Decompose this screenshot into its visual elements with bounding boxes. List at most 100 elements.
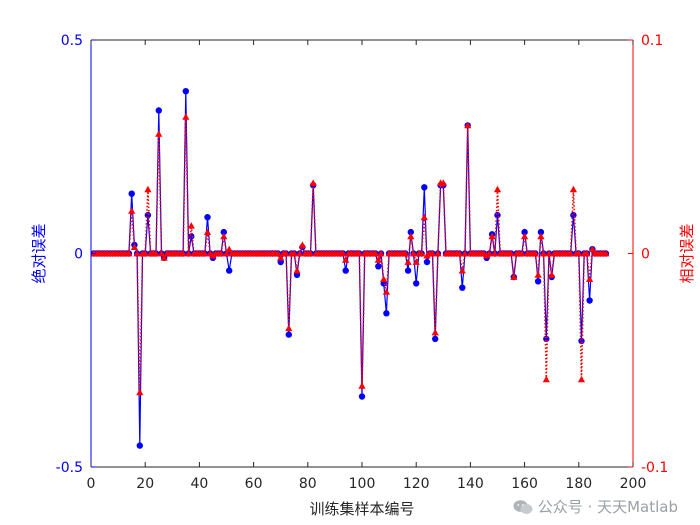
absolute-error-point-117 — [404, 267, 412, 274]
relative-error-point-99 — [355, 249, 363, 257]
absolute-error-point-118 — [407, 228, 414, 236]
relative-error-point-106 — [374, 256, 382, 263]
absolute-error-point-166 — [537, 228, 545, 236]
y-right-tick-label-0.1: 0.1 — [641, 33, 663, 49]
absolute-error-point-124 — [423, 258, 431, 266]
relative-error-point-184 — [586, 275, 594, 282]
relative-error-point-27 — [160, 254, 168, 261]
relative-error-point-137 — [458, 267, 466, 274]
relative-error-point-170 — [548, 271, 556, 278]
absolute-error-point-18 — [136, 442, 143, 449]
relative-error-point-139 — [464, 121, 472, 129]
relative-error-point-168 — [542, 375, 550, 383]
relative-error-point-78 — [298, 241, 306, 248]
absolute-error-point-25 — [155, 107, 162, 114]
relative-error-point-20 — [141, 249, 149, 257]
relative-error-point-25 — [155, 130, 163, 137]
absolute-error-point-165 — [534, 278, 542, 285]
relative-error-point-42 — [201, 249, 209, 257]
absolute-error-point-123 — [421, 184, 428, 191]
x-tick-label-200: 200 — [620, 476, 647, 492]
relative-error-point-21 — [144, 185, 152, 193]
absolute-error-point-35 — [182, 88, 189, 95]
y-right-tick-label--0.1: -0.1 — [641, 460, 668, 476]
absolute-error-point-37 — [188, 233, 195, 240]
relative-error-point-167 — [540, 249, 548, 257]
watermark-text: 公众号 · 天天Matlab — [537, 498, 678, 516]
relative-error-point-24 — [152, 249, 160, 257]
y-axis-right-label: 相对误差 — [678, 223, 696, 283]
relative-error-point-109 — [382, 288, 390, 295]
y-left-tick-label-0: 0 — [74, 247, 83, 263]
absolute-error-point-100 — [358, 393, 366, 400]
x-tick-label-40: 40 — [190, 476, 208, 492]
relative-error-point-105 — [371, 249, 380, 257]
relative-error-point-50 — [222, 249, 231, 257]
relative-error-point-148 — [488, 232, 496, 240]
relative-error-point-126 — [428, 249, 437, 257]
y-left-tick-label-0.5: 0.5 — [61, 33, 83, 49]
relative-error-point-147 — [485, 249, 493, 257]
relative-error-point-138 — [461, 249, 469, 257]
relative-error-point-34 — [179, 249, 187, 257]
relative-error-point-16 — [130, 243, 138, 250]
relative-error-point-136 — [456, 249, 464, 257]
absolute-error-point-120 — [413, 280, 420, 287]
absolute-error-point-49 — [220, 228, 227, 236]
relative-error-point-116 — [401, 249, 409, 257]
relative-error-point-82 — [309, 179, 317, 186]
y-left-tick-label--0.5: -0.5 — [56, 460, 83, 476]
relative-error-point-178 — [569, 185, 577, 193]
absolute-error-point-43 — [204, 214, 211, 221]
relative-error-point-123 — [420, 213, 428, 221]
x-tick-label-140: 140 — [457, 476, 484, 492]
relative-error-point-72 — [282, 249, 290, 257]
x-tick-label-100: 100 — [349, 476, 376, 492]
relative-error-point-15 — [128, 207, 136, 214]
relative-error-point-156 — [510, 273, 518, 280]
relative-error-point-150 — [493, 185, 502, 193]
y-right-tick-label-0: 0 — [641, 247, 650, 263]
relative-error-point-36 — [185, 249, 193, 257]
absolute-error-point-106 — [375, 263, 382, 270]
relative-error-point-18 — [136, 388, 144, 396]
absolute-error-point-160 — [521, 228, 528, 236]
absolute-error-point-184 — [586, 297, 593, 304]
x-tick-label-0: 0 — [87, 476, 96, 492]
relative-error-point-100 — [358, 382, 366, 389]
relative-error-point-166 — [537, 232, 545, 240]
y-axis-left-label: 绝对误差 — [30, 223, 48, 283]
absolute-error-point-178 — [570, 211, 577, 219]
relative-error-point-17 — [133, 249, 141, 257]
wechat-icon — [513, 499, 533, 514]
relative-error-point-164 — [531, 249, 539, 257]
x-tick-label-120: 120 — [403, 476, 430, 492]
relative-error-point-37 — [187, 222, 195, 229]
relative-error-point-160 — [521, 232, 529, 240]
relative-error-point-183 — [583, 249, 591, 257]
relative-error-point-35 — [182, 113, 190, 120]
absolute-error-point-127 — [432, 335, 439, 343]
relative-error-point-180 — [575, 249, 583, 257]
relative-error-point-127 — [431, 328, 439, 336]
relative-error-point-130 — [439, 179, 447, 186]
x-tick-label-20: 20 — [136, 476, 154, 492]
absolute-error-point-73 — [285, 331, 292, 338]
relative-error-point-14 — [125, 249, 133, 257]
absolute-error-point-51 — [226, 267, 233, 274]
relative-error-point-122 — [418, 249, 426, 257]
relative-error-point-70 — [277, 254, 285, 261]
x-tick-label-80: 80 — [299, 476, 317, 492]
relative-error-point-43 — [203, 228, 212, 235]
relative-error-point-169 — [545, 249, 553, 257]
relative-error-point-117 — [404, 258, 412, 265]
x-tick-label-180: 180 — [565, 476, 592, 492]
relative-error-point-159 — [518, 249, 526, 257]
relative-error-point-77 — [296, 249, 304, 257]
relative-error-point-181 — [577, 375, 586, 383]
relative-error-point-119 — [409, 249, 418, 257]
watermark: 公众号 · 天天Matlab — [513, 496, 678, 517]
absolute-error-point-109 — [383, 310, 390, 317]
relative-error-point-49 — [220, 232, 228, 240]
